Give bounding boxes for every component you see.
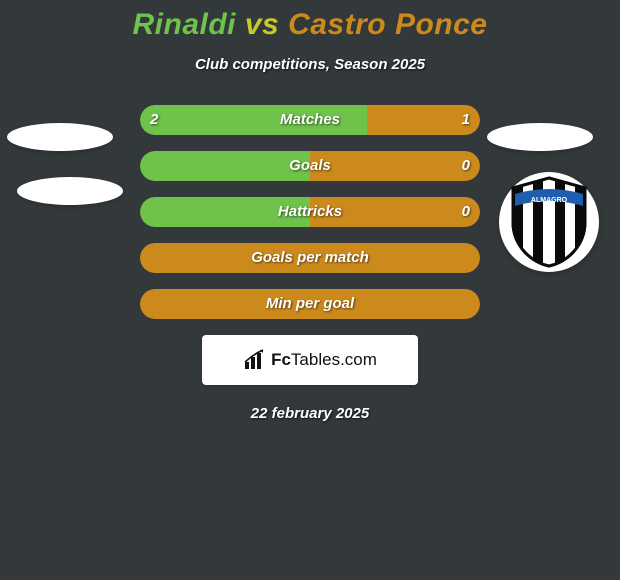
- stat-value-right: 1: [462, 105, 470, 135]
- logo-part-c: .com: [340, 350, 377, 369]
- stat-bar-neutral: [140, 243, 480, 273]
- stat-bar-track: [140, 197, 480, 227]
- bars-icon: [243, 349, 267, 371]
- stat-bar-left: [140, 151, 310, 181]
- stat-value-right: 0: [462, 151, 470, 181]
- stat-row: Hattricks0: [0, 197, 620, 227]
- stat-row: Matches21: [0, 105, 620, 135]
- stat-bar-right: [310, 151, 480, 181]
- fctables-logo: FcTables.com: [202, 335, 418, 385]
- title-player-left: Rinaldi: [133, 8, 237, 41]
- stat-bar-track: [140, 105, 480, 135]
- stat-row: Goals per match: [0, 243, 620, 273]
- logo-part-a: Fc: [271, 350, 291, 369]
- logo-text: FcTables.com: [271, 350, 377, 370]
- title-player-right: Castro Ponce: [288, 8, 487, 41]
- page-title: Rinaldi vs Castro Ponce: [0, 8, 620, 42]
- title-vs: vs: [236, 8, 288, 41]
- stat-bar-track: [140, 151, 480, 181]
- stat-bar-right: [310, 197, 480, 227]
- stat-value-right: 0: [462, 197, 470, 227]
- stat-value-left: 2: [150, 105, 158, 135]
- stat-row: Goals0: [0, 151, 620, 181]
- stat-bar-left: [140, 197, 310, 227]
- stats-card: Rinaldi vs Castro Ponce Club competition…: [0, 0, 620, 580]
- stat-bar-neutral: [140, 289, 480, 319]
- logo-part-b: Tables: [291, 350, 340, 369]
- stat-bar-track: [140, 289, 480, 319]
- date-line: 22 february 2025: [0, 405, 620, 422]
- subtitle: Club competitions, Season 2025: [0, 56, 620, 73]
- stat-rows: Matches21Goals0Hattricks0Goals per match…: [0, 105, 620, 319]
- stat-bar-left: [140, 105, 367, 135]
- stat-bar-track: [140, 243, 480, 273]
- stat-row: Min per goal: [0, 289, 620, 319]
